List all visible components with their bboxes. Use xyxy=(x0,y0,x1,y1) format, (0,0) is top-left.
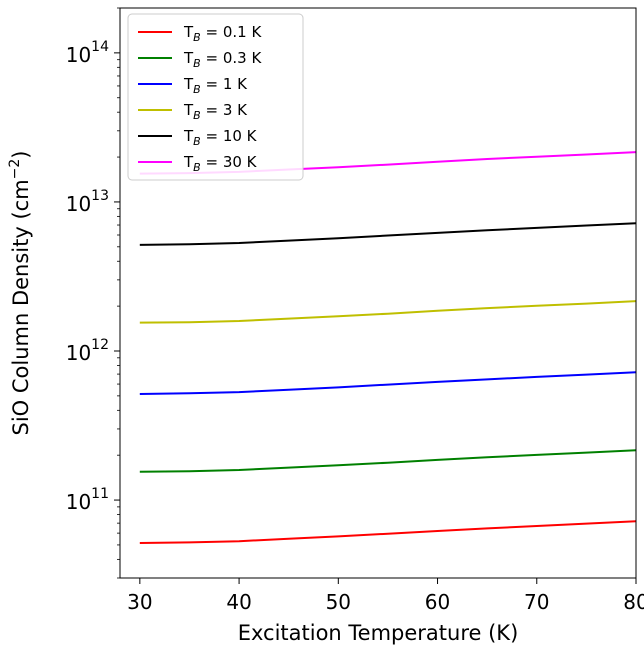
y-tick-label: 1013 xyxy=(66,188,109,216)
plot-frame xyxy=(119,7,637,579)
legend-label-3: TB = 3 K xyxy=(183,101,248,122)
x-tick-label: 40 xyxy=(226,590,251,614)
legend-label-4: TB = 10 K xyxy=(183,127,258,148)
y-tick-label: 1014 xyxy=(66,39,109,67)
y-tick-label: 1011 xyxy=(66,486,109,514)
series-line-0 xyxy=(139,520,637,544)
series-line-4 xyxy=(139,222,637,246)
legend-label-1: TB = 0.3 K xyxy=(183,49,262,70)
legend-label-5: TB = 30 K xyxy=(183,153,258,174)
x-tick-label: 50 xyxy=(326,590,351,614)
x-tick-label: 60 xyxy=(425,590,450,614)
x-axis: 30 40 50 60 70 80 xyxy=(127,578,644,614)
x-tick-label: 30 xyxy=(127,590,152,614)
series-line-1 xyxy=(139,449,637,473)
series-line-2 xyxy=(139,371,637,395)
legend: TB = 0.1 K TB = 0.3 K TB = 1 K TB = 3 K TB =… xyxy=(127,13,304,181)
x-tick-label: 70 xyxy=(524,590,549,614)
y-axis-title-superscript: −2 xyxy=(7,159,23,180)
y-tick-label: 1012 xyxy=(66,337,109,365)
legend-label-2: TB = 1 K xyxy=(183,75,248,96)
legend-label-0: TB = 0.1 K xyxy=(183,23,262,44)
y-axis-title-close: ) xyxy=(9,150,33,158)
y-axis-title-main: SiO Column Density (cm xyxy=(9,179,33,435)
x-tick-label: 80 xyxy=(623,590,644,614)
y-axis: 1011 1012 1013 1014 xyxy=(66,7,120,579)
y-axis-title: SiO Column Density (cm−2) xyxy=(7,150,33,435)
series-line-3 xyxy=(139,300,637,324)
legend-box xyxy=(127,13,304,181)
x-axis-title: Excitation Temperature (K) xyxy=(238,621,519,645)
